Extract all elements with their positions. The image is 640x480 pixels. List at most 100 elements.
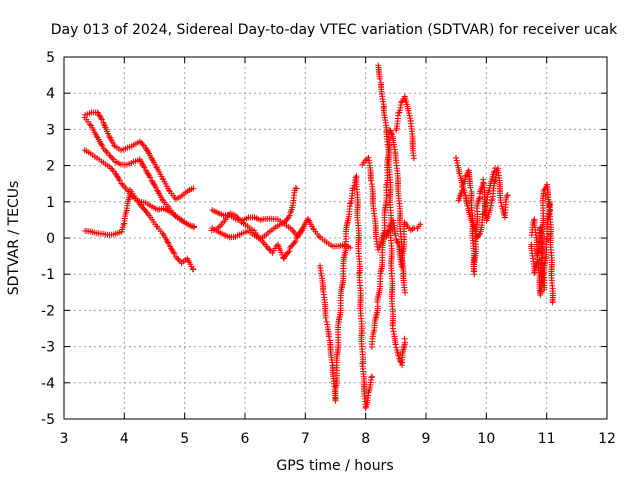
data-point: [464, 202, 471, 209]
data-point: [368, 374, 375, 381]
data-points: [81, 62, 556, 412]
data-point: [347, 244, 354, 251]
data-point: [452, 154, 459, 161]
data-point: [164, 239, 171, 246]
data-point: [106, 133, 113, 140]
data-point: [189, 265, 196, 272]
data-point: [547, 207, 554, 214]
data-point: [299, 225, 306, 232]
data-point: [286, 212, 293, 219]
data-point: [491, 178, 498, 185]
data-point: [174, 255, 181, 262]
data-point: [98, 116, 105, 123]
data-point: [164, 203, 171, 210]
x-tick-label: 12: [598, 431, 616, 447]
data-point: [159, 230, 166, 237]
data-point: [369, 373, 376, 380]
y-tick-label: -5: [41, 412, 55, 428]
data-point: [159, 196, 166, 203]
data-point: [103, 148, 110, 155]
data-point: [391, 146, 398, 153]
y-tick-label: 3: [46, 122, 55, 138]
data-point: [98, 141, 105, 148]
data-point: [322, 314, 329, 321]
axis-ticks: [63, 56, 608, 420]
series-arc-e: [209, 207, 354, 251]
data-point: [488, 197, 495, 204]
data-point: [265, 245, 272, 252]
data-point: [115, 174, 122, 181]
data-point: [139, 141, 146, 148]
data-point: [146, 173, 153, 180]
y-tick-label: -3: [41, 340, 55, 356]
data-point: [147, 174, 154, 181]
y-tick-label: 1: [46, 195, 55, 211]
data-point: [356, 269, 363, 276]
x-tick-label: 4: [120, 431, 129, 447]
data-point: [503, 192, 510, 199]
data-point: [171, 250, 178, 257]
data-point: [284, 215, 291, 222]
x-tick-labels: 3 4 5 6 7 8 9 10 11 12: [60, 431, 616, 447]
data-point: [494, 165, 501, 172]
y-tick-label: 0: [46, 231, 55, 247]
series-arc-a: [82, 109, 197, 203]
data-point: [392, 341, 399, 348]
y-tick-label: -4: [41, 376, 55, 392]
data-point: [388, 130, 395, 137]
series-arc-g: [208, 210, 306, 262]
data-point: [294, 233, 301, 240]
data-point: [232, 212, 239, 219]
x-tick-label: 5: [180, 431, 189, 447]
x-tick-label: 6: [241, 431, 250, 447]
data-point: [476, 232, 483, 239]
data-point: [406, 112, 413, 119]
grid-lines: [64, 57, 607, 419]
series-arc-d: [82, 186, 197, 273]
data-point: [389, 325, 396, 332]
data-point: [191, 223, 198, 230]
data-point: [390, 328, 397, 335]
data-point: [109, 155, 116, 162]
data-point: [119, 181, 126, 188]
x-tick-label: 3: [60, 431, 69, 447]
chart-title: Day 013 of 2024, Sidereal Day-to-day VTE…: [51, 22, 618, 38]
data-point: [148, 154, 155, 161]
series-arc-k: [375, 62, 409, 369]
data-point: [107, 153, 114, 160]
x-tick-label: 7: [301, 431, 310, 447]
x-tick-label: 11: [538, 431, 556, 447]
data-point: [140, 163, 147, 170]
data-point: [546, 203, 553, 210]
data-point: [398, 99, 405, 106]
data-point: [401, 335, 408, 342]
data-point: [504, 192, 511, 199]
data-point: [109, 167, 116, 174]
y-tick-label: -2: [41, 303, 55, 319]
series-arc-n: [455, 165, 501, 278]
data-point: [394, 239, 401, 246]
data-point: [99, 143, 106, 150]
data-point: [368, 177, 375, 184]
data-point: [285, 249, 292, 256]
data-point: [144, 147, 151, 154]
data-point: [323, 318, 330, 325]
x-tick-label: 10: [477, 431, 495, 447]
data-point: [141, 164, 148, 171]
data-point: [417, 221, 424, 228]
data-point: [154, 187, 161, 194]
data-point: [118, 180, 125, 187]
data-point: [190, 266, 197, 273]
series-arc-b: [81, 114, 197, 231]
data-point: [456, 170, 463, 177]
x-axis-label: GPS time / hours: [276, 458, 393, 474]
series-arc-p: [528, 181, 554, 298]
data-point: [402, 289, 409, 296]
data-point: [98, 115, 105, 122]
data-point: [138, 139, 145, 146]
data-point: [175, 256, 182, 263]
series-arc-h: [316, 173, 376, 412]
y-tick-label: 2: [46, 159, 55, 175]
data-point: [292, 237, 299, 244]
data-point: [395, 352, 402, 359]
